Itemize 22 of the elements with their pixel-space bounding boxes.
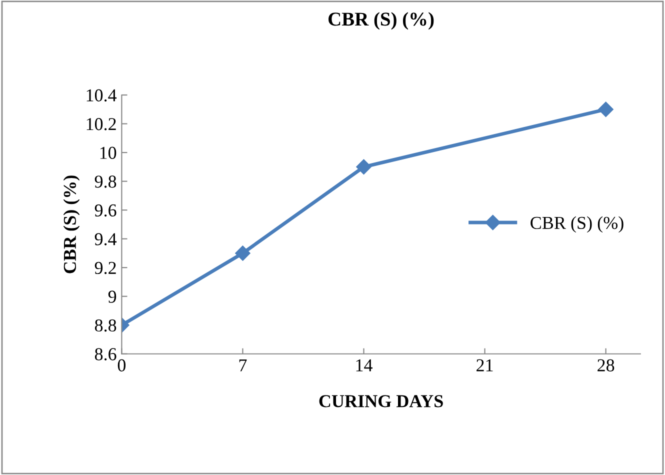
x-tick-label: 7: [239, 359, 247, 372]
y-tick-label: 8.6: [94, 348, 116, 360]
y-tick-label: 10.4: [86, 89, 117, 102]
chart-title: CBR (S) (%): [328, 12, 434, 30]
x-tick-label: 21: [476, 359, 493, 372]
y-tick-label: 9: [108, 290, 116, 303]
y-tick-label: 8.8: [94, 319, 116, 332]
point: [356, 159, 372, 174]
point: [598, 102, 614, 117]
y-tick-label: 9.4: [94, 233, 117, 246]
y-tick-label: 9.8: [94, 176, 116, 188]
x-tick-label: 28: [598, 359, 614, 372]
y-tick-label: 10.2: [86, 118, 116, 130]
legend-label: CBR (S) (%): [530, 216, 624, 233]
x-tick-label: 0: [118, 359, 126, 372]
y-axis-title: CBR (S) (%): [63, 176, 80, 274]
point: [235, 246, 250, 261]
y-tick-label: 9.6: [94, 204, 116, 217]
y-tick-label: 10: [100, 146, 116, 159]
y-tick-label: 9.2: [94, 262, 116, 274]
x-axis-title: CURING DAYS: [319, 395, 443, 408]
x-tick-label: 14: [356, 359, 372, 372]
